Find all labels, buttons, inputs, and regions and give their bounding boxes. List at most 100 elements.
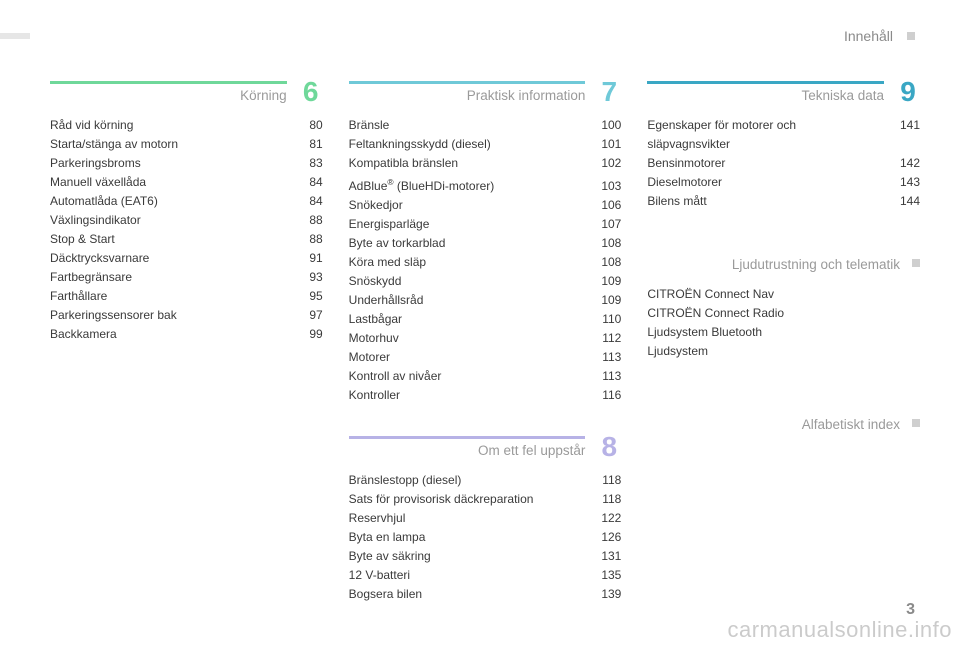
toc-row: Kontroll av nivåer113: [349, 367, 622, 386]
toc-row: Fartbegränsare93: [50, 268, 323, 287]
toc-row: Energisparläge107: [349, 215, 622, 234]
toc-label: Byte av torkarblad: [349, 234, 586, 253]
toc-page: 95: [287, 287, 323, 306]
toc-page: 81: [287, 135, 323, 154]
section-index-dot-icon: [912, 419, 920, 427]
toc-label: Parkeringsbroms: [50, 154, 287, 173]
toc-label: Växlingsindikator: [50, 211, 287, 230]
toc-row: 12 V-batteri135: [349, 566, 622, 585]
toc-row: Däcktrycksvarnare91: [50, 249, 323, 268]
section-9-number: 9: [896, 78, 920, 106]
toc-label: Bränslestopp (diesel): [349, 471, 586, 490]
left-margin-stripe: [0, 33, 30, 39]
toc-row: Snöskydd109: [349, 272, 622, 291]
toc-label: Bilens mått: [647, 192, 884, 211]
toc-row: Byta en lampa126: [349, 528, 622, 547]
toc-row: Växlingsindikator88: [50, 211, 323, 230]
toc-row: Feltankningsskydd (diesel)101: [349, 135, 622, 154]
toc-page: 144: [884, 192, 920, 211]
toc-page: 139: [585, 585, 621, 604]
section-8-items: Bränslestopp (diesel)118Sats för proviso…: [349, 471, 622, 604]
section-audio-dot-icon: [912, 259, 920, 267]
toc-row: CITROËN Connect Radio: [647, 304, 920, 323]
toc-page: 109: [585, 272, 621, 291]
toc-row: Bränsle100: [349, 116, 622, 135]
toc-label: Reservhjul: [349, 509, 586, 528]
toc-page: 107: [585, 215, 621, 234]
toc-row: Byte av säkring131: [349, 547, 622, 566]
section-index-head: Alfabetiskt index: [647, 411, 920, 435]
toc-label: Dieselmotorer: [647, 173, 884, 192]
toc-label: Köra med släp: [349, 253, 586, 272]
section-audio: Ljudutrustning och telematik CITROËN Con…: [647, 251, 920, 361]
toc-label: Underhållsråd: [349, 291, 586, 310]
section-index: Alfabetiskt index: [647, 411, 920, 435]
header-square-icon: [907, 32, 915, 40]
toc-page: 99: [287, 325, 323, 344]
toc-row: Bilens mått144: [647, 192, 920, 211]
toc-label: Manuell växellåda: [50, 173, 287, 192]
toc-row: Kontroller116: [349, 386, 622, 405]
toc-page: 83: [287, 154, 323, 173]
section-9: Tekniska data 9 Egenskaper för motorer o…: [647, 78, 920, 211]
toc-page: 88: [287, 211, 323, 230]
toc-label: Snöskydd: [349, 272, 586, 291]
toc-row: Ljudsystem: [647, 342, 920, 361]
toc-label: Kompatibla bränslen: [349, 154, 586, 173]
toc-page: 126: [585, 528, 621, 547]
toc-page: 97: [287, 306, 323, 325]
toc-page: 106: [585, 196, 621, 215]
toc-row: Sats för provisorisk däckreparation118: [349, 490, 622, 509]
toc-page: 80: [287, 116, 323, 135]
toc-row: Råd vid körning80: [50, 116, 323, 135]
toc-label: Stop & Start: [50, 230, 287, 249]
toc-row: Underhållsråd109: [349, 291, 622, 310]
toc-row: Dieselmotorer143: [647, 173, 920, 192]
toc-label: Farthållare: [50, 287, 287, 306]
toc-page: 84: [287, 173, 323, 192]
section-6-number: 6: [299, 78, 323, 106]
toc-label: Byte av säkring: [349, 547, 586, 566]
toc-page: 141: [884, 116, 920, 135]
toc-row: Bränslestopp (diesel)118: [349, 471, 622, 490]
section-8-number: 8: [597, 433, 621, 461]
toc-page: 143: [884, 173, 920, 192]
section-audio-title: Ljudutrustning och telematik: [647, 257, 900, 275]
section-audio-head: Ljudutrustning och telematik: [647, 251, 920, 275]
column-2: Praktisk information 7 Bränsle100Feltank…: [349, 78, 622, 632]
toc-label: Kontroll av nivåer: [349, 367, 586, 386]
section-6-title: Körning: [50, 88, 287, 106]
toc-label: Råd vid körning: [50, 116, 287, 135]
section-9-head: Tekniska data 9: [647, 78, 920, 106]
toc-label: Bogsera bilen: [349, 585, 586, 604]
toc-page: 110: [585, 310, 621, 329]
section-7-title: Praktisk information: [349, 88, 586, 106]
toc-row: Lastbågar110: [349, 310, 622, 329]
toc-page: 88: [287, 230, 323, 249]
page: Innehåll Körning 6 Råd vid körning80Star…: [0, 0, 960, 649]
toc-row: Motorhuv112: [349, 329, 622, 348]
toc-row: Parkeringsbroms83: [50, 154, 323, 173]
section-6-bar: [50, 81, 287, 84]
toc-label: Fartbegränsare: [50, 268, 287, 287]
toc-row: Farthållare95: [50, 287, 323, 306]
toc-label: CITROËN Connect Nav: [647, 285, 884, 304]
columns: Körning 6 Råd vid körning80Starta/stänga…: [50, 78, 920, 632]
toc-page: 131: [585, 547, 621, 566]
section-9-title: Tekniska data: [647, 88, 884, 106]
toc-page: 91: [287, 249, 323, 268]
toc-row: Byte av torkarblad108: [349, 234, 622, 253]
column-1: Körning 6 Råd vid körning80Starta/stänga…: [50, 78, 323, 632]
toc-label: Bränsle: [349, 116, 586, 135]
toc-page: 118: [585, 471, 621, 490]
section-8-head: Om ett fel uppstår 8: [349, 433, 622, 461]
section-6-items: Råd vid körning80Starta/stänga av motorn…: [50, 116, 323, 344]
toc-label: Ljudsystem: [647, 342, 884, 361]
section-7-bar: [349, 81, 586, 84]
toc-label: Motorhuv: [349, 329, 586, 348]
toc-row: Parkeringssensorer bak97: [50, 306, 323, 325]
section-index-title: Alfabetiskt index: [647, 417, 900, 435]
toc-row: Snökedjor106: [349, 196, 622, 215]
toc-label: Lastbågar: [349, 310, 586, 329]
section-audio-items: CITROËN Connect NavCITROËN Connect Radio…: [647, 285, 920, 361]
